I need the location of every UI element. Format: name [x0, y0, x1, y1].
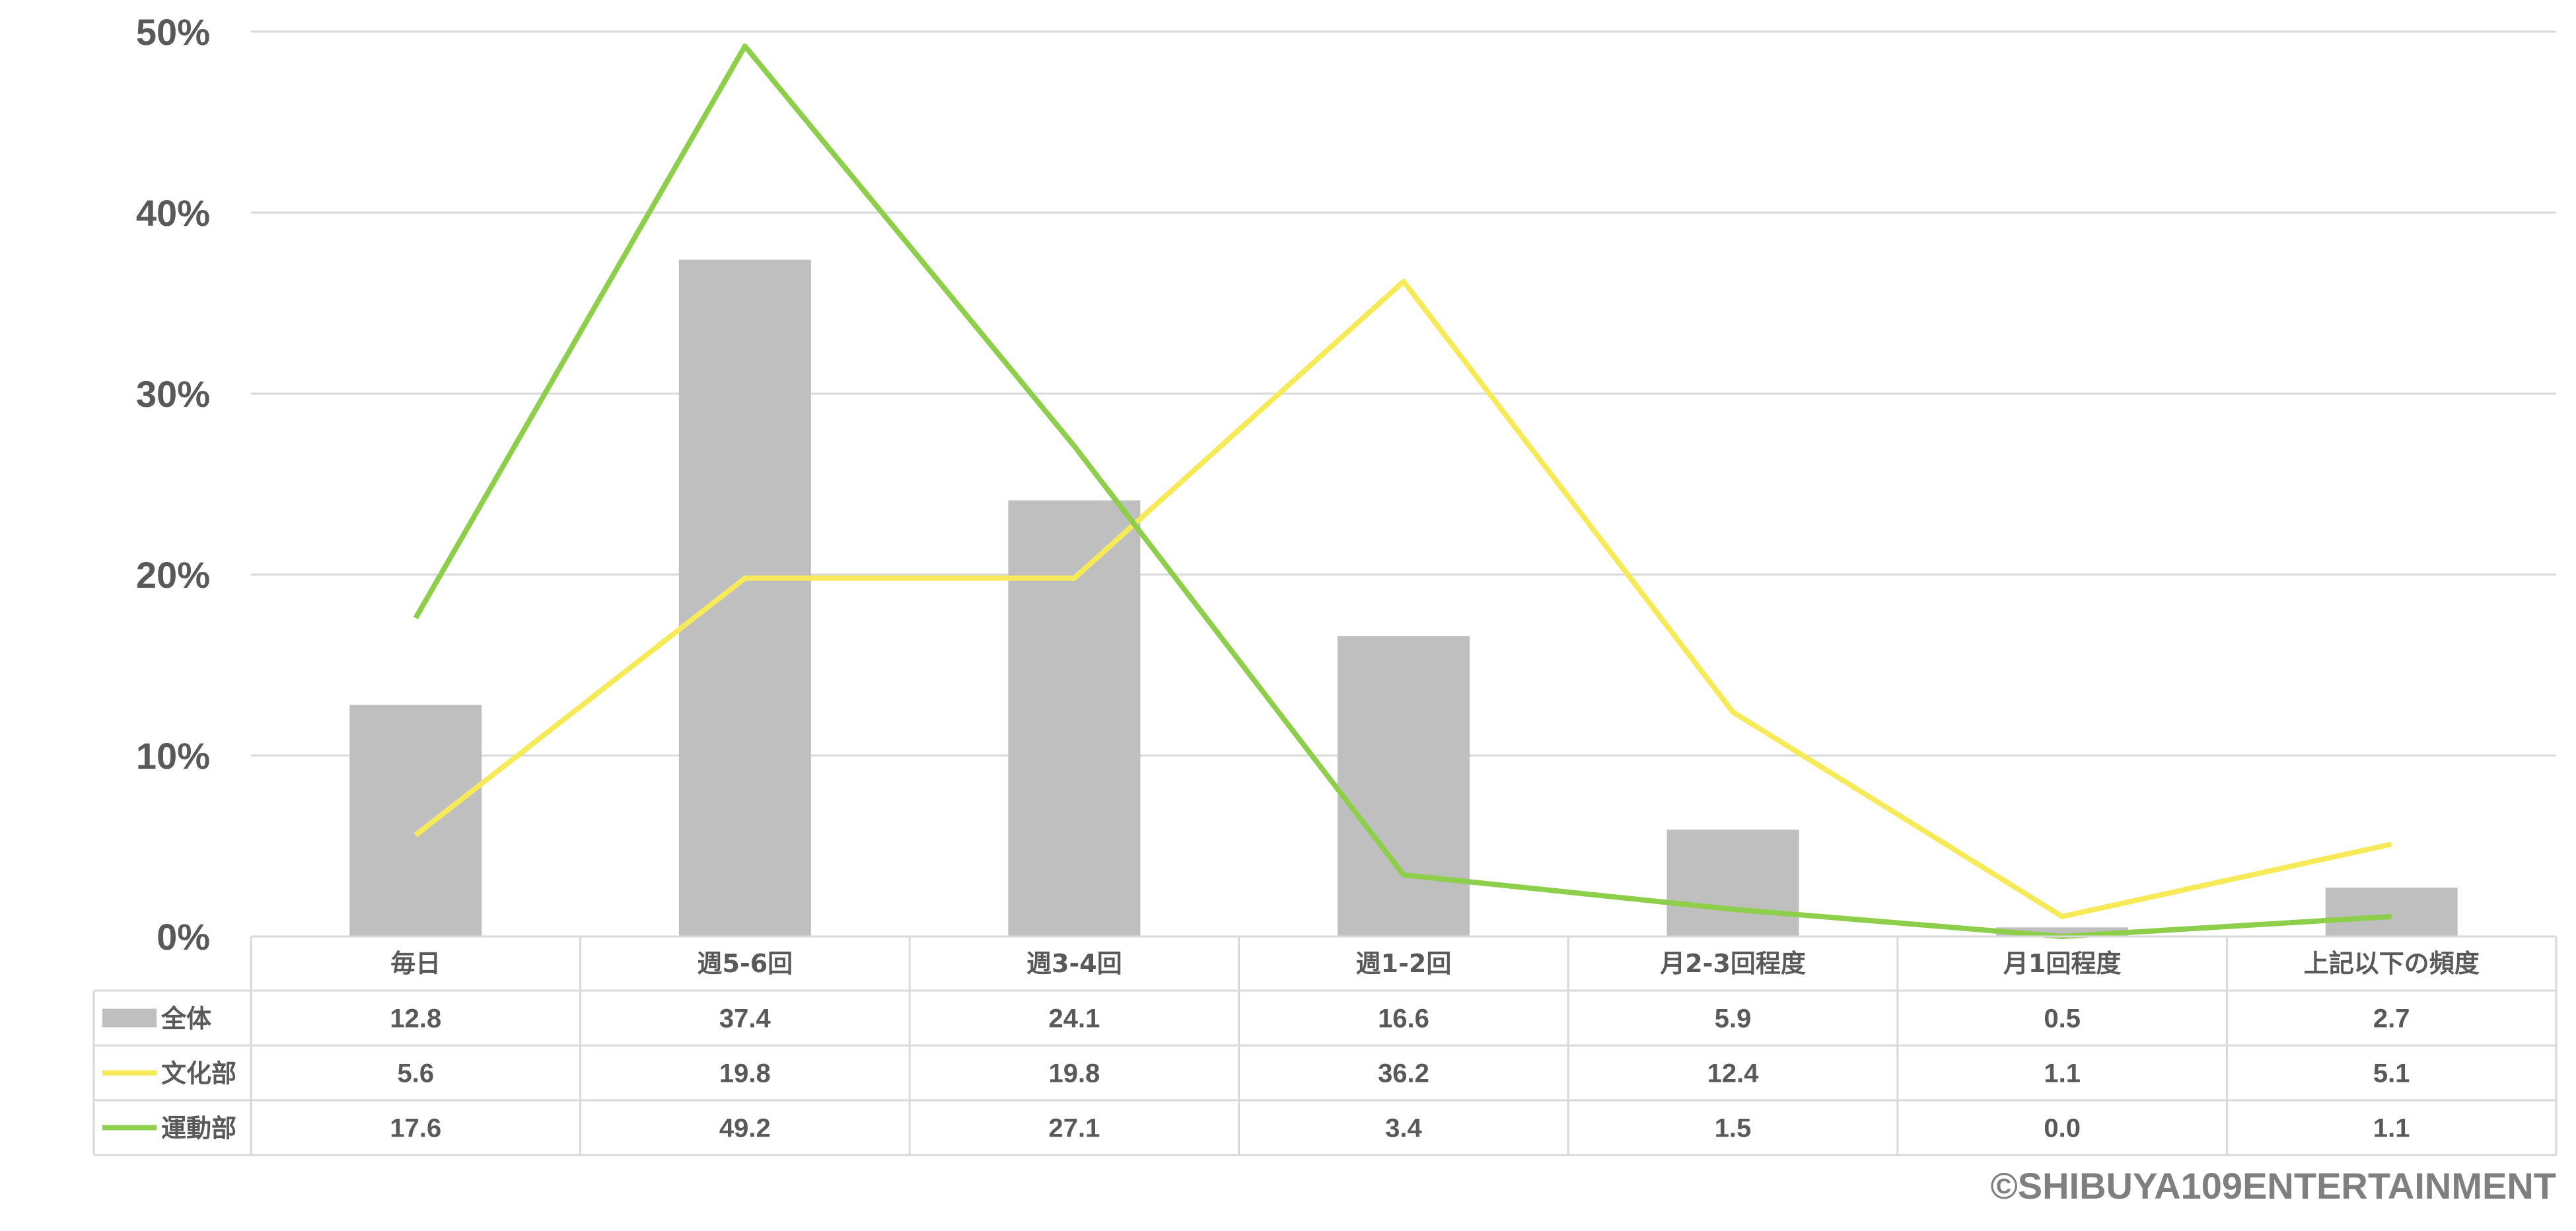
x-category-label: 月2-3回程度	[1660, 949, 1806, 978]
table-cell-value: 27.1	[1048, 1114, 1100, 1143]
bar-全体	[1666, 829, 1799, 936]
table-cell-value: 0.0	[2044, 1114, 2081, 1143]
table-cell-value: 37.4	[719, 1004, 771, 1034]
x-category-label: 週5-6回	[698, 949, 793, 978]
x-category-label: 上記以下の頻度	[2304, 949, 2480, 978]
table-cell-value: 12.8	[390, 1004, 441, 1034]
table-cell-value: 19.8	[1048, 1059, 1100, 1088]
legend-key-全体	[102, 1008, 157, 1028]
legend-label: 文化部	[161, 1059, 236, 1088]
table-cell-value: 2.7	[2373, 1004, 2410, 1034]
table-cell-value: 0.5	[2044, 1004, 2081, 1034]
table-cell-value: 19.8	[719, 1059, 771, 1088]
table-cell-value: 1.1	[2373, 1114, 2410, 1143]
x-category-label: 週1-2回	[1356, 949, 1452, 978]
table-cell-value: 24.1	[1048, 1004, 1100, 1034]
y-tick-label: 40%	[136, 192, 210, 234]
bar-全体	[1338, 636, 1470, 936]
y-tick-label: 20%	[136, 554, 210, 596]
x-category-label: 毎日	[390, 949, 441, 978]
bar-全体	[2325, 888, 2458, 936]
table-cell-value: 49.2	[719, 1114, 771, 1143]
bar-series-group	[349, 260, 2458, 936]
y-tick-label: 50%	[136, 11, 210, 53]
table-cell-value: 5.1	[2373, 1059, 2410, 1088]
table-cell-value: 3.4	[1385, 1114, 1422, 1143]
y-tick-label: 0%	[157, 916, 210, 958]
table-cell-value: 1.5	[1715, 1114, 1752, 1143]
x-category-label: 月1回程度	[2003, 949, 2121, 978]
x-category-label: 週3-4回	[1026, 949, 1122, 978]
line-series-文化部	[413, 279, 2392, 919]
y-tick-label: 30%	[136, 373, 210, 415]
table-cell-value: 12.4	[1707, 1059, 1760, 1088]
y-tick-label: 10%	[136, 735, 210, 777]
bar-全体	[349, 705, 482, 936]
table-cell-value: 5.6	[397, 1059, 434, 1088]
table-cell-value: 16.6	[1378, 1004, 1429, 1034]
table-cell-value: 17.6	[390, 1114, 441, 1143]
copyright-text: ©SHIBUYA109ENTERTAINMENT	[1990, 1165, 2556, 1207]
y-axis: 0% 10% 20% 30% 40% 50%	[136, 11, 210, 958]
table-cell-value: 1.1	[2044, 1059, 2081, 1088]
table-cell-value: 5.9	[1715, 1004, 1752, 1034]
bar-全体	[678, 260, 811, 936]
table-cell-value: 36.2	[1378, 1059, 1429, 1088]
legend-label: 運動部	[161, 1114, 236, 1143]
legend-label: 全体	[161, 1004, 211, 1034]
bar-全体	[1008, 500, 1141, 936]
gridlines	[251, 30, 2556, 757]
